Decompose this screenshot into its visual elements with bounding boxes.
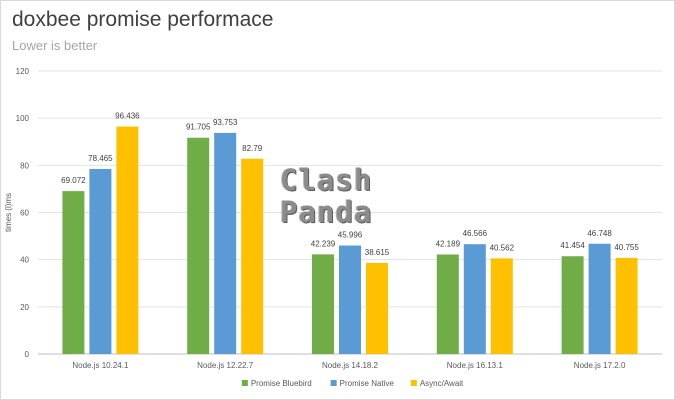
bar: [214, 132, 237, 354]
legend-swatch: [330, 380, 337, 386]
bar: [463, 244, 486, 354]
data-label: 40.562: [490, 243, 515, 252]
data-label: 96.436: [115, 112, 140, 121]
data-label: 40.755: [614, 243, 639, 252]
legend-label: Promise Native: [340, 379, 395, 388]
data-label: 42.189: [436, 240, 461, 249]
legend-label: Promise Bluebird: [251, 379, 312, 388]
bar: [339, 245, 361, 354]
bar: [312, 254, 334, 354]
y-tick-label: 100: [16, 114, 30, 123]
x-tick-label: Node.js 16.13.1: [447, 361, 504, 370]
data-label: 91.705: [186, 123, 211, 132]
data-label: 46.748: [587, 229, 612, 238]
data-label: 42.239: [311, 239, 336, 248]
data-label: 46.566: [463, 229, 488, 238]
bar: [588, 243, 611, 354]
bar: [436, 254, 459, 354]
data-label: 41.454: [560, 241, 585, 250]
y-tick-label: 60: [20, 209, 29, 218]
y-tick-label: 80: [20, 161, 29, 170]
y-tick-label: 40: [20, 256, 29, 265]
bar: [241, 158, 264, 354]
x-tick-label: Node.js 14.18.2: [322, 361, 379, 370]
data-label: 78.465: [88, 154, 113, 163]
data-label: 93.753: [213, 118, 238, 127]
chart-title: doxbee promise performace: [12, 8, 274, 31]
bar: [62, 191, 85, 354]
bar: [490, 258, 513, 354]
chart-subtitle: Lower is better: [12, 38, 98, 53]
bar: [615, 257, 638, 354]
legend-swatch: [410, 380, 417, 386]
y-tick-label: 120: [16, 67, 30, 76]
y-tick-label: 0: [25, 350, 30, 359]
y-axis-title: times (l)ms: [4, 193, 13, 232]
bar: [561, 256, 584, 354]
bar: [366, 262, 388, 354]
watermark-line-1: Clash: [280, 163, 373, 197]
x-tick-label: Node.js 12.22.7: [197, 361, 254, 370]
data-label: 82.79: [242, 144, 263, 153]
x-tick-label: Node.js 10.24.1: [72, 361, 129, 370]
watermark-line-2: Panda: [280, 195, 373, 229]
x-tick-label: Node.js 17.2.0: [574, 361, 626, 370]
data-label: 45.996: [338, 231, 363, 240]
legend-swatch: [241, 380, 248, 386]
y-tick-label: 20: [20, 303, 29, 312]
bar: [116, 126, 139, 354]
legend-label: Async/Await: [420, 379, 464, 388]
bar: [187, 137, 210, 354]
bar: [89, 168, 112, 354]
data-label: 38.615: [365, 248, 390, 257]
watermark-logo: Clash Panda: [280, 164, 372, 228]
data-label: 69.072: [61, 176, 86, 185]
